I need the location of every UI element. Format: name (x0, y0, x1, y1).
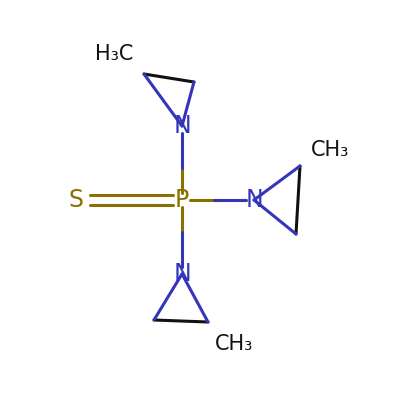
Text: N: N (245, 188, 263, 212)
Text: S: S (68, 188, 84, 212)
Text: N: N (173, 262, 191, 286)
Text: H₃C: H₃C (95, 44, 133, 64)
Text: P: P (175, 188, 189, 212)
Text: CH₃: CH₃ (215, 334, 253, 354)
Text: CH₃: CH₃ (311, 140, 349, 160)
Text: N: N (173, 114, 191, 138)
